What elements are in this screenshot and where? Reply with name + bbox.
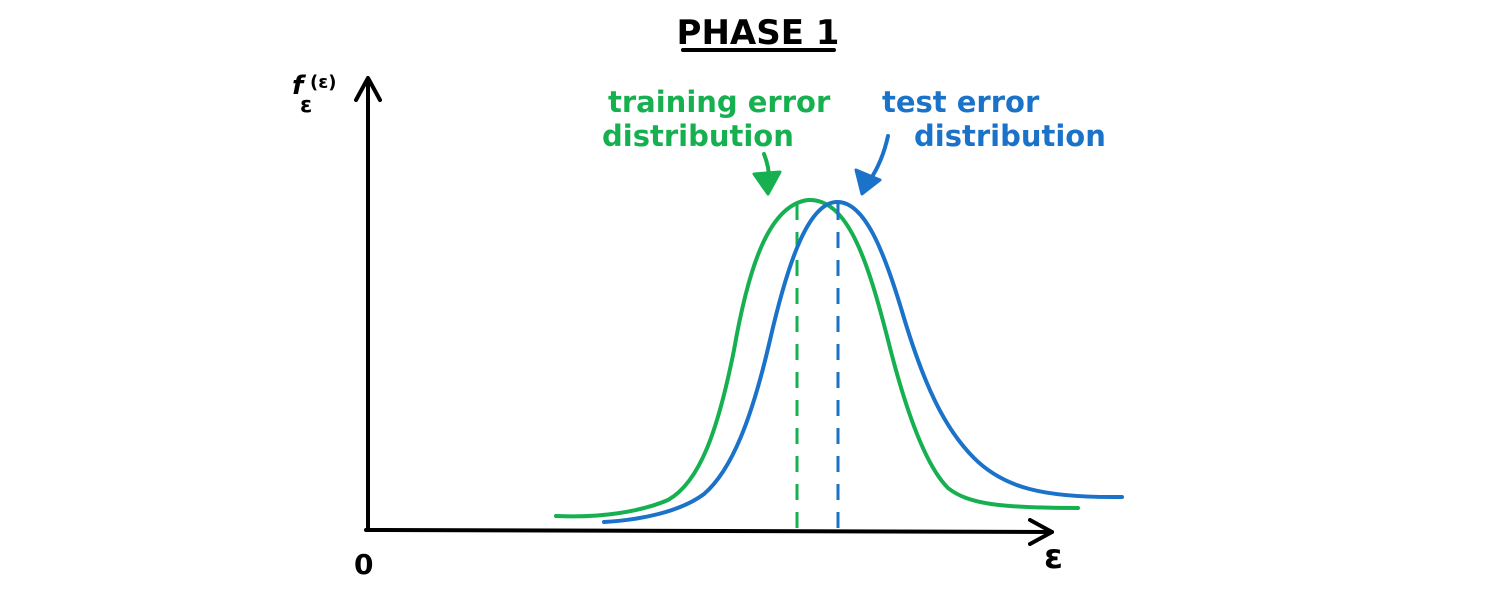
y-axis-label-subscript: ε [300,93,312,118]
test-label-line1: test error [882,85,1040,119]
training-label-line2: distribution [602,119,794,153]
x-axis-label: ε [1044,537,1063,577]
test-arrowhead [854,168,882,196]
test-arrow [868,134,890,182]
x-axis-arrowhead [1028,518,1054,546]
diagram-title: PHASE 1 [677,13,840,53]
y-axis-arrowhead [354,76,382,102]
training-label-line1: training error [608,85,831,119]
y-axis-label-arg: (ε) [310,72,336,93]
y-axis-label: f [292,71,307,101]
training-arrowhead [752,170,782,196]
test-label-line2: distribution [914,119,1106,153]
test-error-curve [602,199,1124,524]
origin-label: 0 [354,548,373,581]
training-error-curve [554,197,1080,519]
x-axis [364,528,1054,534]
